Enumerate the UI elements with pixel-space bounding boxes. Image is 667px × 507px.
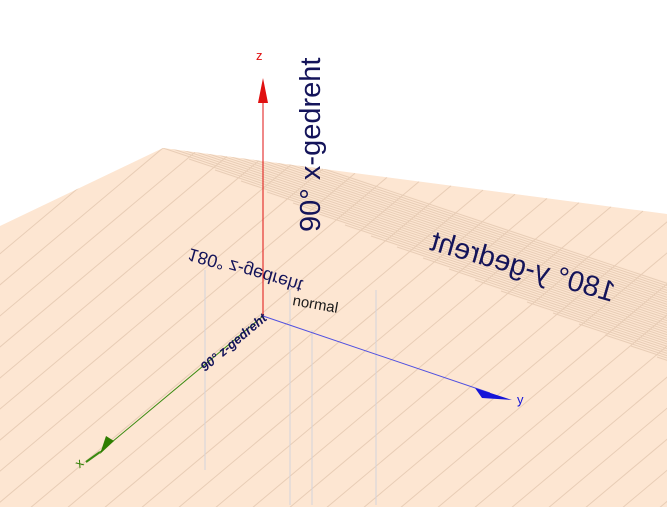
grid-line-43	[0, 172, 356, 507]
grid-line-37	[0, 148, 164, 507]
grid-line-45	[0, 181, 420, 507]
grid-line-53	[114, 214, 667, 507]
grid-line-6	[0, 148, 667, 361]
grid-line-3	[0, 148, 667, 328]
grid-line-39	[0, 156, 228, 507]
grid-line-48	[0, 193, 516, 507]
grid-line-59	[306, 240, 667, 507]
grid-line-16	[214, 169, 667, 471]
grid-line-25	[448, 268, 667, 507]
grid-line-58	[274, 235, 667, 507]
grid-line-15	[188, 158, 667, 460]
grid-line-9	[32, 148, 667, 394]
grid-line-51	[50, 206, 612, 507]
grid-line-18	[266, 191, 667, 493]
grid-line-47	[0, 189, 484, 507]
grid-line-52	[82, 210, 644, 507]
grid-line-13	[136, 148, 667, 438]
grid-line-38	[0, 151, 196, 507]
grid-line-27	[500, 290, 667, 507]
grid-line-42	[0, 168, 324, 507]
grid-line-61	[370, 248, 667, 507]
y-axis-arrow	[475, 388, 512, 400]
grid-line-26	[474, 279, 667, 507]
grid-line-23	[396, 246, 667, 507]
x-axis-line	[99, 315, 264, 453]
grid-line-8	[6, 148, 667, 383]
vertical-guide-lines	[204, 270, 377, 505]
grid-line-22	[370, 235, 667, 507]
grid-line-46	[0, 185, 452, 507]
z-axis-label: z	[256, 48, 263, 63]
grid-line-12	[110, 148, 667, 427]
grid-line-41	[0, 164, 292, 507]
grid-line-56	[210, 227, 667, 507]
x-axis-arrow-shaft	[85, 451, 101, 463]
grid-line-24	[422, 257, 667, 507]
y-axis-line	[262, 315, 491, 394]
grid-line-17	[240, 180, 667, 482]
grid-line-11	[84, 148, 667, 416]
grid-line-7	[0, 148, 667, 372]
grid-line-36	[0, 148, 132, 507]
grid-line-19	[292, 202, 667, 504]
label-90-x-rotated: 90° x-gedreht	[295, 58, 327, 232]
grid-line-44	[0, 177, 388, 507]
grid-line-49	[0, 198, 548, 507]
grid-line-55	[178, 223, 667, 507]
grid-line-21	[344, 224, 667, 507]
grid-line-57	[242, 231, 667, 507]
grid-line-0	[0, 148, 667, 295]
x-axis-arrow	[100, 436, 114, 454]
grid-line-4	[0, 148, 667, 339]
y-axis-label: y	[517, 392, 524, 407]
grid-line-60	[338, 244, 667, 507]
grid-line-50	[18, 202, 580, 507]
grid-line-54	[146, 219, 667, 507]
grid-line-5	[0, 148, 667, 350]
z-axis-arrow	[258, 78, 268, 103]
grid-line-40	[0, 160, 260, 507]
